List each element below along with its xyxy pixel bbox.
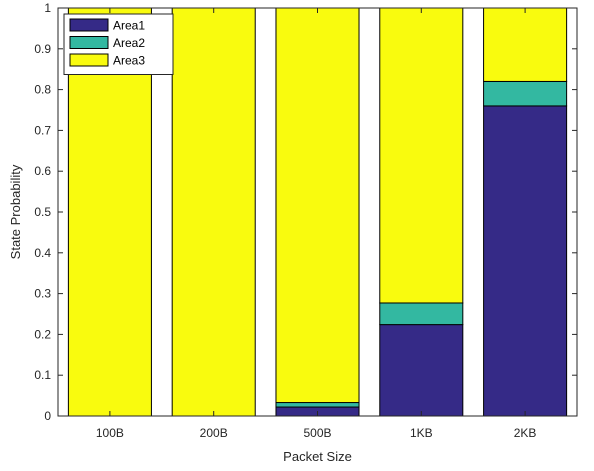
bar-area2-2kb xyxy=(483,80,568,107)
legend-label-area1: Area1 xyxy=(113,19,145,33)
y-tick-label: 1 xyxy=(44,1,51,15)
bar-area1-1kb xyxy=(379,324,464,417)
x-tick-label: 100B xyxy=(96,426,124,440)
x-tick-label: 200B xyxy=(200,426,228,440)
y-tick-label: 0.9 xyxy=(34,42,51,56)
x-axis-title: Packet Size xyxy=(283,449,352,464)
y-tick-label: 0.6 xyxy=(34,164,51,178)
x-tick-label: 2KB xyxy=(514,426,537,440)
legend-label-area3: Area3 xyxy=(113,54,145,68)
legend-label-area2: Area2 xyxy=(113,36,145,50)
legend: Area1 Area2 Area3 xyxy=(63,13,174,75)
y-axis-title: State Probability xyxy=(8,164,23,259)
legend-swatch-area3 xyxy=(69,53,109,67)
y-tick-label: 0.7 xyxy=(34,123,51,137)
bar-area2-500b xyxy=(275,402,360,408)
y-tick-label: 0.3 xyxy=(34,287,51,301)
legend-swatch-area2 xyxy=(69,36,109,49)
legend-swatch-area1 xyxy=(69,18,109,32)
y-tick-label: 0.5 xyxy=(34,205,51,219)
y-tick-label: 0.8 xyxy=(34,83,51,97)
x-tick-label: 1KB xyxy=(410,426,433,440)
bar-area3-1kb xyxy=(379,7,464,304)
y-tick-label: 0.2 xyxy=(34,327,51,341)
bar-area2-1kb xyxy=(379,302,464,326)
y-tick-label: 0.1 xyxy=(34,368,51,382)
axes-group: 0 0.1 0.2 0.3 0.4 0.5 0.6 0.7 0.8 0.9 1 100B 200B 500… xyxy=(34,1,578,440)
bar-area3-500b xyxy=(275,7,360,404)
y-tick-label: 0.4 xyxy=(34,246,51,260)
bars-group xyxy=(67,7,568,417)
bar-area1-2kb xyxy=(483,105,568,417)
bar-area3-200b xyxy=(171,7,256,417)
bar-area3-2kb xyxy=(483,7,568,82)
y-tick-label: 0 xyxy=(44,409,51,423)
x-tick-label: 500B xyxy=(303,426,331,440)
bar-area3-100b xyxy=(67,7,152,417)
